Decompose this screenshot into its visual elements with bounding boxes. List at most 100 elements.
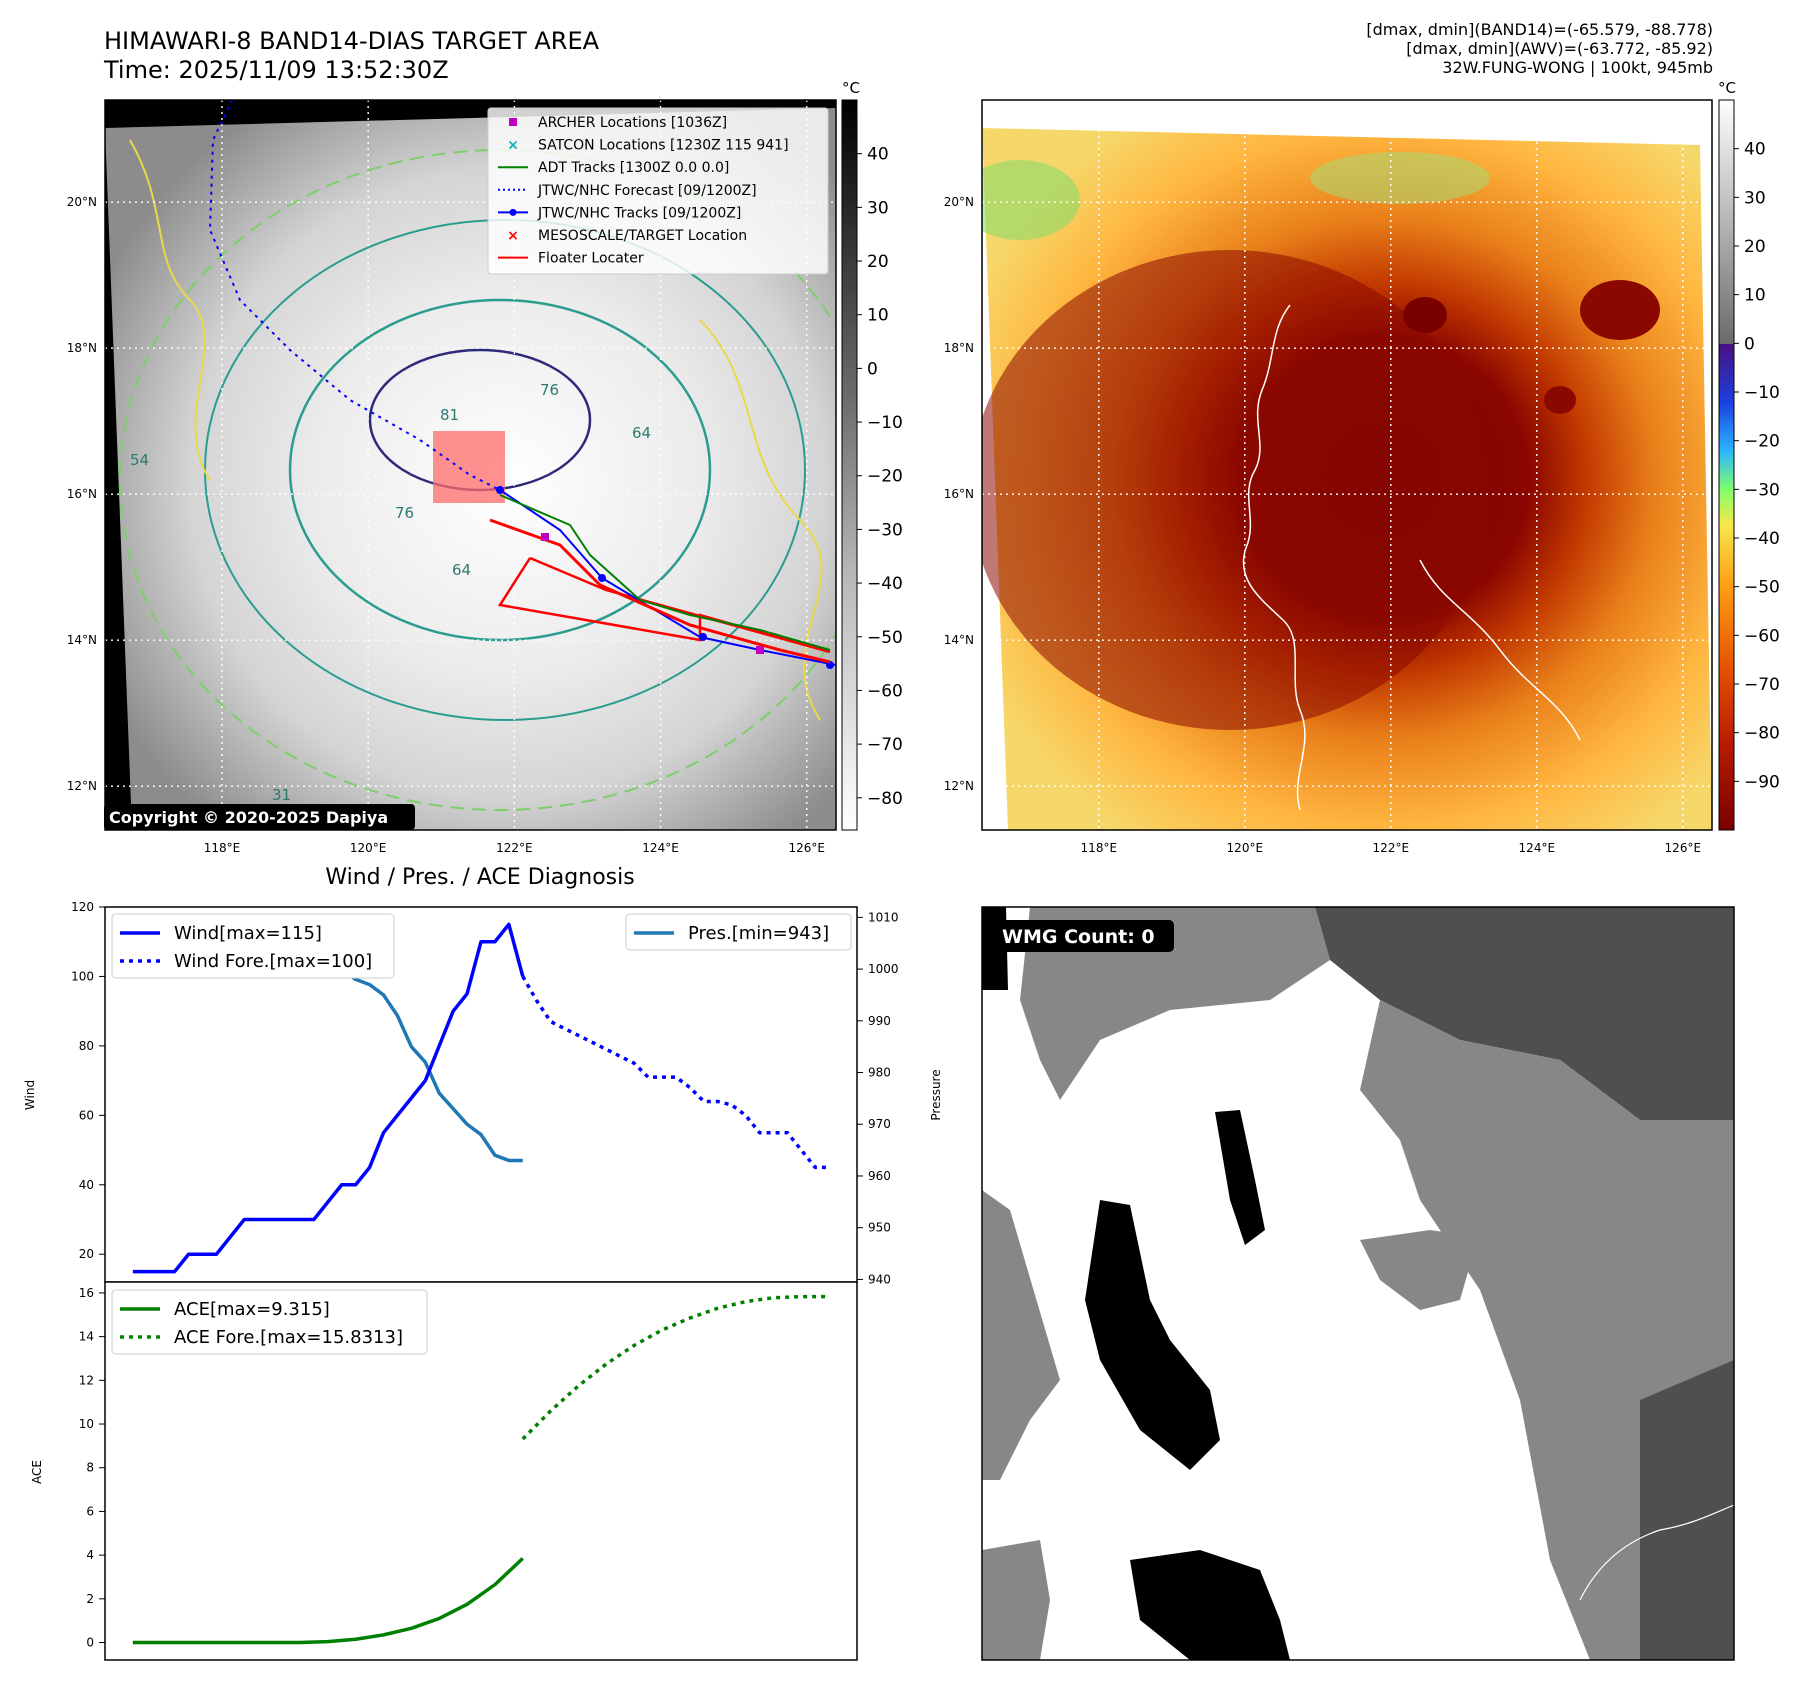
contour-label: 64	[452, 561, 471, 579]
legend-box	[487, 107, 829, 275]
ir-colorbar-unit: °C	[842, 79, 860, 97]
colorbar-tick-label: −10	[867, 413, 903, 433]
colorbar-tick-label: 0	[867, 359, 878, 379]
y-tick-label: 960	[868, 1169, 891, 1183]
lat-tick-label: 14°N	[944, 633, 974, 647]
y-tick-label: 1000	[868, 962, 899, 976]
colorbar-tick-label: 30	[1744, 188, 1766, 208]
figure-title: HIMAWARI-8 BAND14-DIAS TARGET AREA	[104, 27, 600, 55]
enhanced-grid	[982, 100, 1712, 830]
wind-fore-legend-label: Wind Fore.[max=100]	[174, 951, 372, 972]
wmg-black-region	[1130, 1550, 1290, 1660]
legend-marker-square	[509, 118, 517, 126]
y-tick-label: 100	[71, 969, 94, 983]
storm-info: 32W.FUNG-WONG | 100kt, 945mb	[1442, 58, 1713, 77]
wmg-count-box	[994, 920, 1174, 952]
wind-forecast-line	[521, 975, 830, 1170]
copyright-box	[104, 804, 415, 830]
legend-label: JTWC/NHC Forecast [09/1200Z]	[537, 183, 757, 199]
stats-band14: [dmax, dmin](BAND14)=(-65.579, -88.778)	[1366, 20, 1713, 39]
coastline	[1242, 304, 1306, 811]
enhanced-lat-ticks: 12°N 14°N 16°N 18°N 20°N	[944, 195, 974, 793]
legend-items: ARCHER Locations [1036Z] × SATCON Location…	[498, 115, 789, 267]
colorbar-tick-label: −10	[1744, 383, 1780, 403]
ace-legend-box	[111, 1289, 428, 1355]
enhanced-colorbar-frame	[1718, 99, 1735, 831]
ace-line	[132, 1557, 524, 1645]
ir-map-frame	[104, 99, 837, 831]
coastline	[1419, 559, 1581, 741]
colorbar-tick-label: −80	[867, 789, 903, 809]
legend-label: Floater Locater	[538, 251, 644, 267]
y-tick-label: 10	[79, 1417, 94, 1431]
ir-colorbar-ticks: 40 30 20 10 0 −10 −20 −30 −40 −50 −60 −70 −80	[857, 145, 903, 809]
lon-tick-label: 122°E	[496, 841, 533, 855]
stats-block: [dmax, dmin](BAND14)=(-65.579, -88.778) …	[1366, 20, 1713, 77]
ace-axis-ticks: 0 2 4 6 8 10 12 14 16	[79, 1286, 105, 1650]
jtwc-track-point	[598, 574, 606, 582]
lat-tick-label: 18°N	[67, 341, 97, 355]
stats-awv: [dmax, dmin](AWV)=(-63.772, -85.92)	[1406, 39, 1713, 58]
legend-label: ADT Tracks [1300Z 0.0 0.0]	[538, 160, 729, 176]
enhanced-map-frame	[981, 99, 1713, 831]
lon-tick-label: 122°E	[1373, 841, 1410, 855]
y-tick-label: 14	[79, 1330, 94, 1344]
ace-axis-label: ACE	[30, 1460, 44, 1484]
wind-legend-box	[111, 913, 395, 979]
ace-legend-label: ACE[max=9.315]	[174, 1299, 330, 1320]
archer-location	[756, 646, 764, 654]
warm-cloud-region	[1310, 152, 1490, 204]
enhanced-colorbar-ticks: 40 30 20 10 0 −10 −20 −30 −40 −50 −60 −70 −80 −90	[1734, 140, 1780, 792]
colorbar-tick-label: 10	[867, 306, 889, 326]
contour-label: 64	[632, 424, 651, 442]
enhanced-colorbar-upper	[1719, 100, 1734, 344]
y-tick-label: 12	[79, 1373, 94, 1387]
lat-tick-label: 16°N	[944, 487, 974, 501]
wmg-gray-region	[1020, 907, 1330, 1100]
wmg-frame	[981, 906, 1735, 1661]
y-tick-label: 4	[86, 1548, 94, 1562]
contour-ring	[699, 319, 823, 721]
contour-label: 54	[130, 451, 149, 469]
wmg-panel: WMG Count: 0	[981, 906, 1735, 1661]
lon-tick-label: 118°E	[204, 841, 241, 855]
wind-legend-label: Wind[max=115]	[174, 923, 322, 944]
wmg-coastline	[1579, 1504, 1735, 1601]
wmg-dark-region	[1315, 907, 1734, 1120]
wmg-dark-region	[1640, 1360, 1734, 1660]
pressure-axis-label: Pressure	[929, 1069, 943, 1120]
legend-label: SATCON Locations [1230Z 115 941]	[538, 138, 789, 154]
y-tick-label: 940	[868, 1272, 891, 1286]
y-tick-label: 990	[868, 1014, 891, 1028]
pres-legend-label: Pres.[min=943]	[688, 923, 829, 944]
cold-cloud-cell	[1403, 297, 1447, 333]
colorbar-tick-label: −70	[867, 735, 903, 755]
enhanced-lon-ticks: 118°E 120°E 122°E 124°E 126°E	[1081, 841, 1702, 855]
ir-colorbar: °C 40 30 20 10 0 −10 −20 −30 −40 −50 −60 −70 −80	[841, 79, 903, 831]
y-tick-label: 1010	[868, 910, 899, 924]
contour-ring	[288, 298, 712, 642]
adt-track	[499, 494, 831, 651]
colorbar-tick-label: −40	[1744, 529, 1780, 549]
legend-label: MESOSCALE/TARGET Location	[538, 228, 747, 244]
wind-line	[132, 922, 525, 1274]
colorbar-tick-label: −60	[1744, 626, 1780, 646]
y-tick-label: 60	[79, 1108, 94, 1122]
target-area-box	[433, 431, 505, 503]
ir-map-panel: 54 64 76 81 64 76 31 12°N 14°N 16°N 18°N 20°N 118°…	[67, 99, 837, 855]
lat-tick-label: 20°N	[944, 195, 974, 209]
y-tick-label: 80	[79, 1039, 94, 1053]
ace-series-group	[132, 1294, 830, 1645]
jtwc-track-point	[496, 486, 504, 494]
y-tick-label: 8	[86, 1461, 94, 1475]
colorbar-tick-label: −20	[1744, 432, 1780, 452]
cold-cloud-region	[982, 250, 1490, 730]
diagnosis-chart: Wind / Pres. / ACE Diagnosis Wind Pressu…	[23, 865, 943, 1661]
y-tick-label: 970	[868, 1117, 891, 1131]
wmg-count-label: WMG Count: 0	[1002, 926, 1155, 948]
enhanced-map-panel: 12°N 14°N 16°N 18°N 20°N 118°E 120°E 122°E 124°…	[944, 99, 1713, 855]
colorbar-tick-label: 0	[1744, 334, 1755, 354]
pres-legend-box	[625, 913, 852, 951]
ir-lon-ticks: 118°E 120°E 122°E 124°E 126°E	[204, 841, 825, 855]
